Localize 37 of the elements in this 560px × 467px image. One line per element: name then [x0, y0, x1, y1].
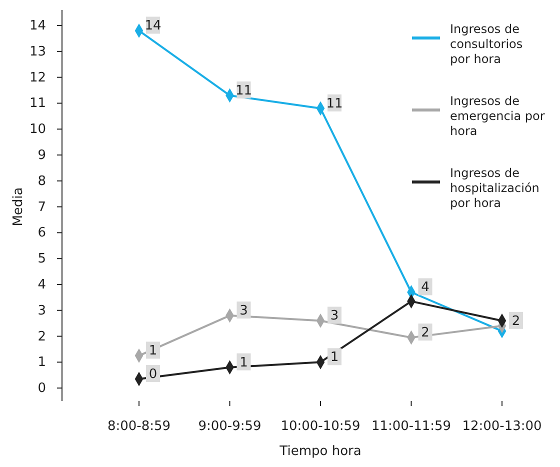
legend-label: Ingresos de emergencia por hora: [450, 94, 545, 138]
data-label: 1: [240, 355, 248, 370]
y-tick-label: 10: [29, 122, 46, 138]
x-tick-label: 12:00-13:00: [462, 419, 542, 434]
y-tick-label: 9: [38, 148, 46, 164]
y-tick-label: 11: [29, 96, 46, 112]
data-label: 4: [421, 280, 430, 296]
data-label: 11: [326, 96, 343, 112]
data-label: 3: [240, 304, 248, 319]
data-label: 2: [512, 314, 520, 329]
y-tick-label: 13: [29, 44, 46, 60]
data-label: 11: [235, 83, 252, 98]
data-label: 3: [330, 308, 339, 324]
legend-label: Ingresos de consultorios por hora: [450, 22, 523, 66]
y-axis-title: Media: [11, 187, 26, 226]
data-label: 2: [421, 326, 430, 341]
y-tick-label: 1: [38, 355, 46, 370]
y-tick-label: 6: [38, 226, 46, 241]
x-tick-label: 9:00-9:59: [198, 419, 262, 434]
y-tick-label: 2: [38, 329, 46, 344]
x-axis-title: Tiempo hora: [278, 444, 362, 459]
y-tick-label: 4: [38, 277, 46, 292]
y-tick-label: 12: [29, 70, 46, 86]
data-label: 0: [148, 366, 158, 382]
y-tick-label: 8: [38, 174, 46, 189]
y-tick-label: 7: [38, 200, 46, 215]
data-label: 14: [144, 18, 162, 34]
y-tick-label: 3: [38, 303, 46, 318]
data-label: 1: [330, 350, 339, 366]
x-tick-label: 10:00-10:59: [280, 419, 360, 434]
y-tick-label: 0: [38, 381, 46, 396]
y-tick-label: 5: [38, 252, 46, 267]
y-tick-label: 14: [29, 18, 46, 34]
x-tick-label: 8:00-8:59: [107, 419, 171, 434]
data-label: 1: [148, 344, 158, 359]
legend-label: Ingresos de hospitalización por hora: [450, 166, 540, 210]
x-tick-label: 11:00-11:59: [371, 419, 452, 434]
